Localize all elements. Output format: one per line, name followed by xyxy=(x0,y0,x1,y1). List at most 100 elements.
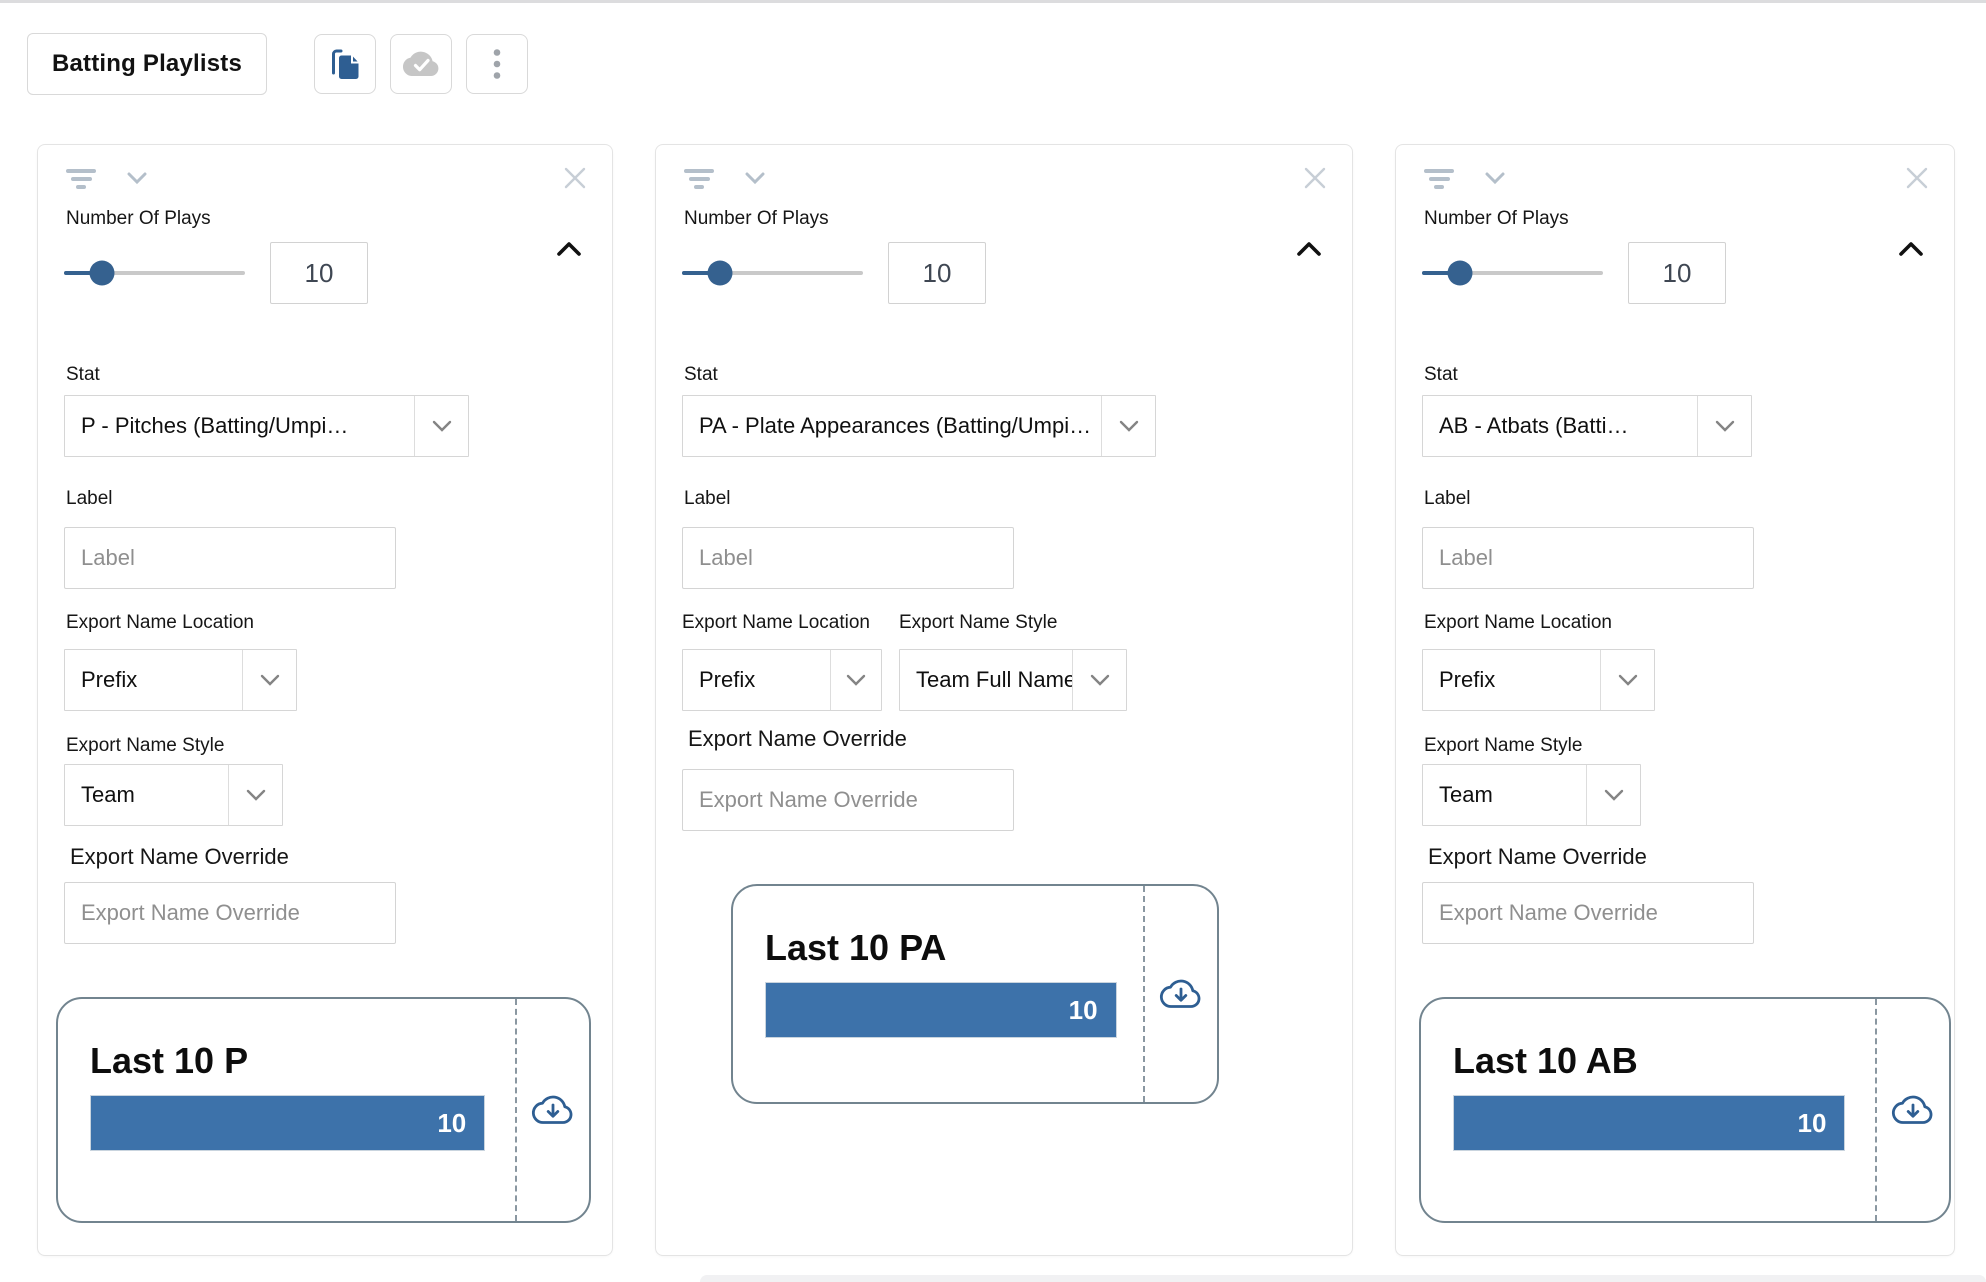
slider-fill xyxy=(1422,271,1460,275)
preview-bar-value: 10 xyxy=(1797,1107,1827,1138)
export-name-override-input[interactable] xyxy=(682,769,1014,831)
stat-label: Stat xyxy=(684,364,718,385)
card-header xyxy=(1422,163,1928,193)
number-of-plays-label: Number Of Plays xyxy=(684,208,829,229)
chevron-down-icon xyxy=(1101,396,1155,456)
preview-bar: 10 xyxy=(90,1095,486,1151)
slider-fill xyxy=(682,271,720,275)
stat-value: PA - Plate Appearances (Batting/Umpi… xyxy=(699,413,1092,438)
preview-dashed-divider xyxy=(1143,886,1145,1102)
playlist-card: Number Of Plays Stat P - Pitches (Battin… xyxy=(37,144,613,1256)
export-name-location-label: Export Name Location xyxy=(682,612,870,633)
number-of-plays-slider[interactable] xyxy=(64,260,245,286)
number-of-plays-input[interactable] xyxy=(270,242,368,304)
export-name-override-input[interactable] xyxy=(64,882,396,944)
cloud-download-icon xyxy=(531,1095,573,1124)
slider-thumb[interactable] xyxy=(89,260,115,286)
slider-fill xyxy=(64,271,102,275)
export-name-location-select[interactable]: Prefix xyxy=(64,649,297,711)
export-name-style-select[interactable]: Team xyxy=(64,764,283,826)
page-title: Batting Playlists xyxy=(27,33,267,95)
stat-select[interactable]: PA - Plate Appearances (Batting/Umpi… xyxy=(682,395,1156,457)
preview-bar: 10 xyxy=(765,982,1117,1038)
close-icon[interactable] xyxy=(1904,165,1930,191)
more-options-button[interactable] xyxy=(466,34,528,94)
stat-select[interactable]: P - Pitches (Batting/Umpi… xyxy=(64,395,469,457)
stat-select[interactable]: AB - Atbats (Batti… xyxy=(1422,395,1752,457)
preview-title: Last 10 PA xyxy=(765,927,947,968)
export-name-location-select[interactable]: Prefix xyxy=(1422,649,1655,711)
collapse-chevron-up-icon[interactable] xyxy=(1898,241,1924,257)
export-name-location-select[interactable]: Prefix xyxy=(682,649,882,711)
chevron-down-icon[interactable] xyxy=(744,171,766,185)
collapse-chevron-up-icon[interactable] xyxy=(1296,241,1322,257)
export-name-selects-row: Prefix Team Full Name xyxy=(682,649,1326,711)
chevron-down-icon xyxy=(228,765,282,825)
label-input[interactable] xyxy=(64,527,396,589)
chevron-down-icon xyxy=(830,650,881,710)
bottom-panel-edge xyxy=(700,1275,1986,1282)
download-button[interactable] xyxy=(517,999,589,1221)
collapse-chevron-up-icon[interactable] xyxy=(556,241,582,257)
export-name-location-value: Prefix xyxy=(81,667,138,692)
copy-button[interactable] xyxy=(314,34,376,94)
number-of-plays-slider[interactable] xyxy=(682,260,863,286)
number-of-plays-row xyxy=(1422,241,1928,305)
cloud-check-icon xyxy=(402,51,439,76)
download-button[interactable] xyxy=(1877,999,1949,1221)
export-name-style-select[interactable]: Team Full Name xyxy=(899,649,1127,711)
chevron-down-icon[interactable] xyxy=(126,171,148,185)
preview-title: Last 10 P xyxy=(90,1040,249,1081)
playlist-card: Number Of Plays Stat AB - Atbats (Batti…… xyxy=(1395,144,1955,1256)
chevron-down-icon xyxy=(1600,650,1654,710)
cloud-download-icon xyxy=(1891,1095,1933,1124)
cloud-check-button[interactable] xyxy=(390,34,452,94)
label-label: Label xyxy=(66,488,113,509)
page-header: Batting Playlists xyxy=(0,0,1986,95)
card-header xyxy=(64,163,586,193)
preview-bar-value: 10 xyxy=(1068,994,1098,1025)
preview-bar-value: 10 xyxy=(437,1107,467,1138)
chevron-down-icon xyxy=(1586,765,1640,825)
export-name-location-value: Prefix xyxy=(699,667,756,692)
stat-label: Stat xyxy=(1424,364,1458,385)
cloud-download-icon xyxy=(1159,979,1201,1008)
export-name-override-label: Export Name Override xyxy=(688,726,907,751)
slider-thumb[interactable] xyxy=(1447,260,1473,286)
filter-icon[interactable] xyxy=(682,167,716,189)
chevron-down-icon xyxy=(1072,650,1126,710)
close-icon[interactable] xyxy=(562,165,588,191)
card-header xyxy=(682,163,1326,193)
number-of-plays-slider[interactable] xyxy=(1422,260,1603,286)
export-name-location-label: Export Name Location xyxy=(1424,612,1612,633)
label-label: Label xyxy=(684,488,731,509)
export-name-override-label: Export Name Override xyxy=(70,844,289,869)
export-name-location-value: Prefix xyxy=(1439,667,1496,692)
preview-content: Last 10 PA 10 xyxy=(733,886,1143,1102)
playlist-card: Number Of Plays Stat PA - Plate Appearan… xyxy=(655,144,1353,1256)
export-name-style-select[interactable]: Team xyxy=(1422,764,1641,826)
number-of-plays-row xyxy=(64,241,586,305)
filter-icon[interactable] xyxy=(1422,167,1456,189)
export-name-style-value: Team Full Name xyxy=(916,667,1072,692)
number-of-plays-input[interactable] xyxy=(1628,242,1726,304)
label-input[interactable] xyxy=(682,527,1014,589)
close-icon[interactable] xyxy=(1302,165,1328,191)
chevron-down-icon xyxy=(414,396,468,456)
export-name-style-value: Team xyxy=(81,782,135,807)
export-name-override-input[interactable] xyxy=(1422,882,1754,944)
playlist-preview-card: Last 10 PA 10 xyxy=(731,884,1219,1104)
export-name-override-label: Export Name Override xyxy=(1428,844,1647,869)
chevron-down-icon[interactable] xyxy=(1484,171,1506,185)
slider-thumb[interactable] xyxy=(707,260,733,286)
download-button[interactable] xyxy=(1145,886,1217,1102)
playlist-preview-card: Last 10 P 10 xyxy=(56,997,591,1223)
top-divider xyxy=(0,0,1986,3)
number-of-plays-input[interactable] xyxy=(888,242,986,304)
filter-icon[interactable] xyxy=(64,167,98,189)
preview-title: Last 10 AB xyxy=(1453,1040,1638,1081)
preview-dashed-divider xyxy=(1875,999,1877,1221)
label-input[interactable] xyxy=(1422,527,1754,589)
kebab-menu-icon xyxy=(493,49,501,79)
number-of-plays-label: Number Of Plays xyxy=(1424,208,1569,229)
